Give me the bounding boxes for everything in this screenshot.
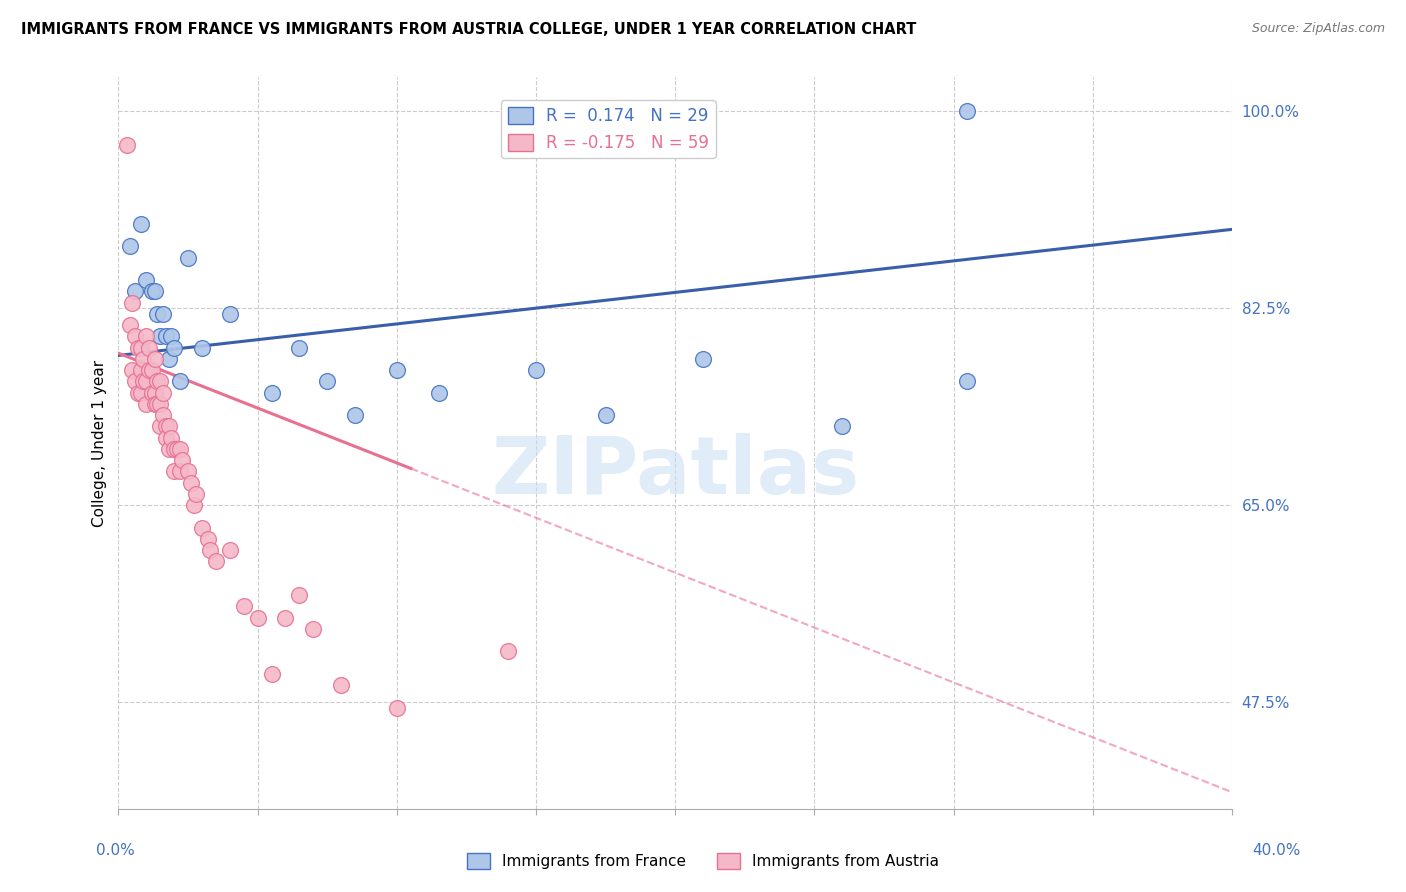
Point: [163, 442, 186, 456]
Point: [260, 385, 283, 400]
Point: [146, 307, 169, 321]
Point: [155, 329, 177, 343]
Point: [172, 453, 194, 467]
Point: [132, 351, 155, 366]
Point: [146, 374, 169, 388]
Point: [124, 285, 146, 299]
Point: [163, 464, 186, 478]
Y-axis label: College, Under 1 year: College, Under 1 year: [93, 359, 107, 527]
Point: [274, 610, 297, 624]
Point: [141, 285, 163, 299]
Point: [118, 318, 141, 332]
Point: [496, 644, 519, 658]
Point: [186, 487, 208, 501]
Point: [149, 419, 172, 434]
Point: [288, 341, 311, 355]
Point: [344, 408, 367, 422]
Point: [200, 543, 222, 558]
Point: [129, 341, 152, 355]
Point: [163, 341, 186, 355]
Point: [166, 442, 188, 456]
Point: [135, 273, 157, 287]
Point: [129, 363, 152, 377]
Point: [330, 678, 353, 692]
Text: ZIPatlas: ZIPatlas: [491, 434, 859, 511]
Point: [149, 397, 172, 411]
Point: [177, 464, 200, 478]
Point: [149, 329, 172, 343]
Point: [302, 622, 325, 636]
Point: [169, 442, 191, 456]
Point: [149, 374, 172, 388]
Point: [152, 408, 174, 422]
Point: [143, 285, 166, 299]
Point: [260, 667, 283, 681]
Point: [191, 341, 214, 355]
Point: [157, 351, 180, 366]
Point: [180, 475, 202, 490]
Point: [316, 374, 339, 388]
Point: [157, 442, 180, 456]
Point: [138, 341, 160, 355]
Point: [124, 374, 146, 388]
Point: [197, 532, 219, 546]
Point: [135, 397, 157, 411]
Point: [191, 521, 214, 535]
Point: [118, 239, 141, 253]
Legend: Immigrants from France, Immigrants from Austria: Immigrants from France, Immigrants from …: [461, 847, 945, 875]
Point: [132, 374, 155, 388]
Point: [146, 397, 169, 411]
Point: [141, 363, 163, 377]
Point: [169, 374, 191, 388]
Point: [155, 419, 177, 434]
Point: [288, 588, 311, 602]
Point: [524, 363, 547, 377]
Point: [143, 385, 166, 400]
Point: [124, 329, 146, 343]
Point: [427, 385, 450, 400]
Point: [956, 104, 979, 119]
Text: 40.0%: 40.0%: [1253, 843, 1301, 858]
Point: [232, 599, 254, 614]
Point: [143, 351, 166, 366]
Point: [152, 385, 174, 400]
Point: [595, 408, 617, 422]
Text: 0.0%: 0.0%: [96, 843, 135, 858]
Point: [183, 498, 205, 512]
Point: [160, 329, 183, 343]
Point: [169, 464, 191, 478]
Point: [155, 431, 177, 445]
Point: [692, 351, 714, 366]
Point: [177, 251, 200, 265]
Point: [385, 700, 408, 714]
Point: [121, 295, 143, 310]
Point: [121, 363, 143, 377]
Point: [127, 385, 149, 400]
Point: [135, 374, 157, 388]
Point: [141, 385, 163, 400]
Legend: R =  0.174   N = 29, R = -0.175   N = 59: R = 0.174 N = 29, R = -0.175 N = 59: [501, 101, 716, 159]
Point: [135, 329, 157, 343]
Point: [218, 307, 240, 321]
Point: [218, 543, 240, 558]
Point: [160, 431, 183, 445]
Point: [138, 363, 160, 377]
Text: IMMIGRANTS FROM FRANCE VS IMMIGRANTS FROM AUSTRIA COLLEGE, UNDER 1 YEAR CORRELAT: IMMIGRANTS FROM FRANCE VS IMMIGRANTS FRO…: [21, 22, 917, 37]
Point: [157, 419, 180, 434]
Point: [956, 374, 979, 388]
Text: Source: ZipAtlas.com: Source: ZipAtlas.com: [1251, 22, 1385, 36]
Point: [115, 138, 138, 153]
Point: [246, 610, 269, 624]
Point: [831, 419, 853, 434]
Point: [205, 554, 228, 568]
Point: [127, 341, 149, 355]
Point: [152, 307, 174, 321]
Point: [143, 397, 166, 411]
Point: [129, 217, 152, 231]
Point: [385, 363, 408, 377]
Point: [129, 385, 152, 400]
